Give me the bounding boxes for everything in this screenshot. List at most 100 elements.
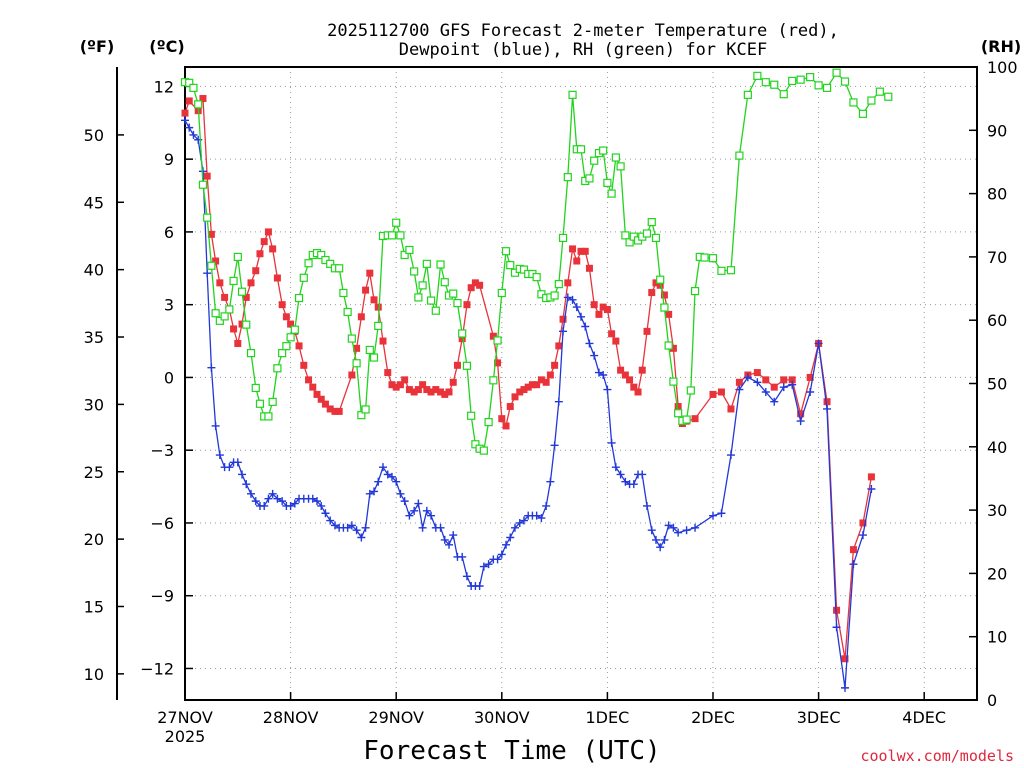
data-point-marker — [229, 276, 238, 286]
data-point-marker — [419, 381, 427, 389]
data-point-marker — [374, 477, 383, 486]
data-point-marker — [467, 284, 475, 292]
data-point-marker — [374, 303, 382, 311]
data-point-marker — [511, 393, 519, 401]
data-point-marker — [555, 342, 563, 350]
data-point-marker — [260, 501, 269, 510]
data-point-marker — [462, 572, 471, 581]
data-point-marker — [282, 313, 290, 321]
data-point-marker — [305, 376, 313, 384]
data-point-marker — [554, 397, 563, 406]
data-point-marker — [616, 470, 625, 479]
data-point-marker — [494, 359, 502, 367]
data-point-marker — [436, 260, 445, 269]
chart-title-line1: 2025112700 GFS Forecast 2-meter Temperat… — [327, 21, 839, 41]
data-point-marker — [660, 535, 669, 544]
data-point-marker — [396, 231, 405, 240]
data-point-marker — [735, 378, 743, 386]
data-point-marker — [647, 217, 656, 227]
data-point-marker — [436, 523, 445, 532]
data-point-marker — [656, 543, 665, 552]
data-point-marker — [379, 337, 387, 345]
data-point-marker — [410, 267, 419, 276]
x-tick-label: 30NOV — [474, 708, 530, 727]
data-point-marker — [357, 411, 366, 420]
data-point-marker — [717, 509, 726, 518]
data-point-marker — [458, 329, 467, 338]
data-point-marker — [475, 582, 484, 591]
data-point-marker — [255, 399, 265, 408]
data-point-marker — [392, 383, 400, 391]
data-point-marker — [832, 623, 841, 632]
data-point-marker — [612, 337, 620, 345]
data-point-marker — [616, 162, 625, 171]
fahrenheit-tick-label: 10 — [84, 665, 104, 684]
data-point-marker — [463, 301, 471, 309]
data-point-marker — [638, 366, 646, 374]
data-point-marker — [484, 560, 493, 569]
celsius-tick-label: −3 — [150, 441, 174, 460]
data-point-marker — [727, 405, 735, 413]
data-point-marker — [317, 501, 326, 510]
data-point-marker — [607, 189, 616, 198]
data-point-marker — [607, 438, 616, 447]
data-point-marker — [608, 330, 616, 338]
x-tick-label: 29NOV — [368, 708, 424, 727]
data-point-marker — [185, 78, 194, 87]
data-point-marker — [321, 400, 329, 408]
data-point-marker — [286, 501, 295, 510]
data-point-marker — [823, 398, 831, 406]
data-point-marker — [569, 245, 577, 253]
data-point-marker — [308, 494, 317, 503]
data-point-marker — [181, 116, 189, 125]
data-point-marker — [788, 76, 797, 86]
data-point-marker — [445, 540, 453, 549]
data-point-marker — [858, 531, 867, 540]
data-point-marker — [796, 417, 805, 426]
data-point-marker — [506, 261, 515, 270]
data-point-marker — [405, 511, 414, 520]
data-point-marker — [858, 109, 868, 118]
data-point-marker — [400, 250, 409, 260]
data-point-marker — [234, 339, 242, 347]
data-point-marker — [568, 295, 577, 304]
data-point-marker — [806, 387, 815, 396]
data-point-marker — [422, 259, 431, 268]
data-point-marker — [546, 477, 555, 486]
data-point-marker — [215, 451, 224, 460]
data-point-marker — [437, 388, 445, 396]
series-celsius — [181, 116, 876, 692]
data-point-marker — [599, 146, 608, 155]
data-point-marker — [498, 415, 506, 423]
data-point-marker — [585, 339, 594, 348]
data-point-marker — [511, 523, 519, 532]
data-point-marker — [780, 376, 788, 384]
data-point-marker — [867, 473, 875, 481]
data-point-marker — [651, 233, 661, 243]
data-point-marker — [651, 535, 660, 544]
fahrenheit-tick-label: 25 — [84, 463, 104, 482]
data-point-marker — [761, 78, 770, 87]
data-point-marker — [287, 320, 295, 328]
data-point-marker — [849, 560, 858, 569]
data-point-marker — [449, 289, 458, 298]
celsius-tick-label: −12 — [140, 659, 174, 678]
data-point-marker — [220, 312, 229, 321]
celsius-tick-label: 12 — [154, 77, 174, 96]
data-point-marker — [441, 390, 449, 398]
data-point-marker — [753, 369, 761, 377]
data-point-marker — [242, 293, 250, 301]
data-point-marker — [546, 371, 554, 379]
data-point-marker — [387, 231, 397, 240]
data-point-marker — [185, 123, 194, 132]
data-point-marker — [630, 383, 638, 391]
data-point-marker — [251, 497, 260, 506]
data-point-marker — [753, 378, 762, 387]
celsius-tick-label: −9 — [150, 587, 174, 606]
data-point-marker — [493, 555, 502, 564]
data-point-marker — [690, 286, 700, 296]
data-point-marker — [440, 535, 449, 544]
data-point-marker — [181, 109, 189, 117]
data-point-marker — [264, 228, 272, 236]
data-point-marker — [647, 526, 656, 535]
